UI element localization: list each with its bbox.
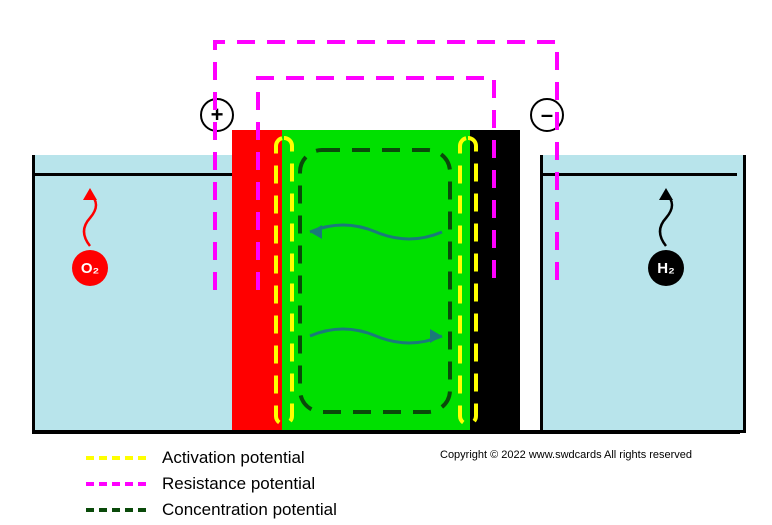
legend-item: Activation potential xyxy=(86,446,337,470)
legend-item: Resistance potential xyxy=(86,472,337,496)
anode xyxy=(232,130,282,430)
water-surface-right xyxy=(540,173,737,176)
minus-icon: – xyxy=(541,102,553,128)
water-tank-left xyxy=(32,155,238,433)
terminal-negative: – xyxy=(530,98,564,132)
plus-icon: + xyxy=(211,102,224,128)
membrane xyxy=(282,130,470,430)
legend-swatch xyxy=(86,456,146,460)
hydrogen-label: H₂ xyxy=(648,250,684,286)
copyright-text: Copyright © 2022 www.swdcards All rights… xyxy=(440,449,692,461)
legend-label: Activation potential xyxy=(162,448,305,468)
water-surface-left xyxy=(35,173,232,176)
base-line xyxy=(32,430,740,434)
legend-item: Concentration potential xyxy=(86,498,337,522)
legend-swatch xyxy=(86,508,146,512)
legend-label: Resistance potential xyxy=(162,474,315,494)
cathode xyxy=(470,130,520,430)
oxygen-label: O₂ xyxy=(72,250,108,286)
terminal-positive: + xyxy=(200,98,234,132)
water-tank-right xyxy=(540,155,746,433)
legend: Activation potential Resistance potential… xyxy=(86,446,337,524)
diagram-root: + – O₂ H₂ Activation potential Resistance… xyxy=(0,0,772,525)
legend-swatch xyxy=(86,482,146,486)
legend-label: Concentration potential xyxy=(162,500,337,520)
